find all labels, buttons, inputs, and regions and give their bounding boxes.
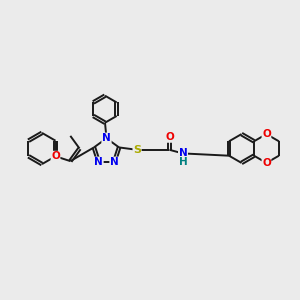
Text: N: N bbox=[178, 148, 187, 158]
Text: O: O bbox=[262, 158, 271, 168]
Text: H: H bbox=[178, 158, 187, 167]
Text: N: N bbox=[178, 148, 187, 158]
Text: O: O bbox=[262, 129, 271, 139]
Text: O: O bbox=[51, 151, 60, 161]
Text: N: N bbox=[94, 157, 103, 167]
Text: H: H bbox=[178, 158, 187, 167]
Text: O: O bbox=[165, 132, 174, 142]
Text: N: N bbox=[102, 133, 111, 143]
Text: N: N bbox=[102, 133, 111, 143]
Text: N: N bbox=[110, 157, 118, 167]
Text: S: S bbox=[133, 145, 141, 155]
